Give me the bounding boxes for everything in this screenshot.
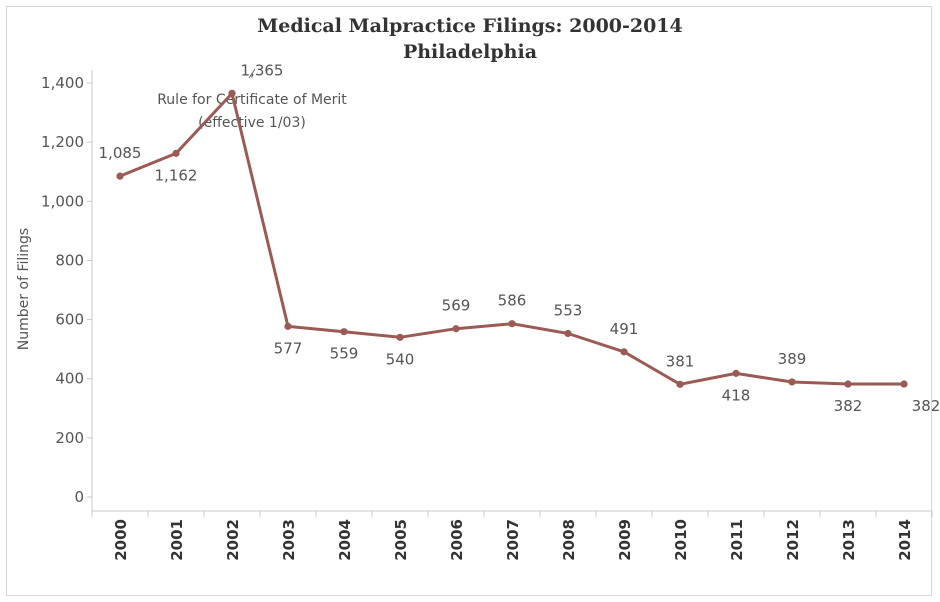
x-tick-label: 2000 [112, 519, 130, 561]
data-point [228, 89, 236, 97]
data-point [116, 172, 124, 180]
x-tick-label: 2002 [224, 519, 242, 561]
data-label: 1,365 [241, 61, 284, 79]
y-tick-label: 400 [55, 370, 84, 388]
y-tick-label: 1,400 [41, 74, 84, 92]
x-tick-label: 2006 [448, 519, 466, 561]
data-point [844, 380, 852, 388]
series-line [118, 91, 906, 386]
x-tick-label: 2010 [672, 519, 690, 561]
data-label: 577 [274, 339, 303, 357]
data-label: 389 [778, 350, 807, 368]
y-tick-label: 600 [55, 311, 84, 329]
x-tick-label: 2013 [840, 519, 858, 561]
y-axis-title: Number of Filings [16, 228, 32, 350]
data-label: 382 [834, 397, 863, 415]
axes [91, 70, 932, 512]
chart-subtitle: Philadelphia [402, 41, 538, 63]
data-label: 553 [554, 301, 583, 319]
x-ticks: 2000 2001 2002 2003 2004 2005 2006 2007 2008 2009… [91, 511, 933, 561]
x-tick-label: 2007 [504, 519, 522, 561]
data-point [284, 322, 292, 330]
data-point [340, 328, 348, 336]
y-tick-label: 0 [74, 488, 84, 506]
data-label: 1,162 [155, 166, 198, 184]
data-point [676, 380, 684, 388]
x-tick-label: 2009 [616, 519, 634, 561]
data-point [396, 333, 404, 341]
data-point [564, 329, 572, 338]
x-tick-label: 2011 [728, 519, 746, 561]
annotation: Rule for Certificate of Merit (effective… [157, 68, 347, 131]
x-tick-label: 2008 [560, 519, 578, 561]
annotation-leader [248, 68, 256, 79]
data-point [732, 369, 740, 377]
x-tick-label: 2003 [280, 519, 298, 561]
x-tick-label: 2005 [392, 519, 410, 561]
x-tick-label: 2012 [784, 519, 802, 561]
data-label: 540 [386, 350, 415, 368]
data-point [452, 325, 460, 333]
y-tick-label: 800 [55, 251, 84, 269]
y-tick-label: 1,200 [41, 133, 84, 151]
data-point [620, 348, 628, 356]
data-label: 491 [610, 320, 639, 338]
chart-frame [6, 6, 932, 596]
y-tick-label: 200 [55, 429, 84, 447]
data-label: 1,085 [99, 144, 142, 162]
y-ticks: 0 200 400 600 800 1,000 1,200 1,400 [41, 74, 92, 506]
y-tick-label: 1,000 [41, 192, 84, 210]
data-labels: 1,085 1,162 1,365 577 559 540 569 586 553 491 381 4… [99, 61, 940, 415]
data-label: 569 [442, 297, 471, 315]
data-label: 586 [498, 292, 527, 310]
data-point [172, 149, 180, 157]
x-tick-label: 2001 [168, 519, 186, 561]
data-label: 418 [722, 386, 751, 404]
annotation-line-1: Rule for Certificate of Merit [157, 92, 347, 108]
data-label: 382 [912, 397, 940, 415]
data-point [900, 380, 908, 388]
annotation-line-2: (effective 1/03) [198, 115, 306, 131]
chart-title: Medical Malpractice Filings: 2000-2014 [257, 15, 683, 37]
x-tick-label: 2004 [336, 519, 354, 561]
data-label: 381 [666, 352, 695, 370]
data-point [788, 378, 796, 386]
x-tick-label: 2014 [896, 519, 914, 561]
data-label: 559 [330, 345, 359, 363]
data-point [508, 320, 516, 328]
series-group [116, 89, 908, 388]
